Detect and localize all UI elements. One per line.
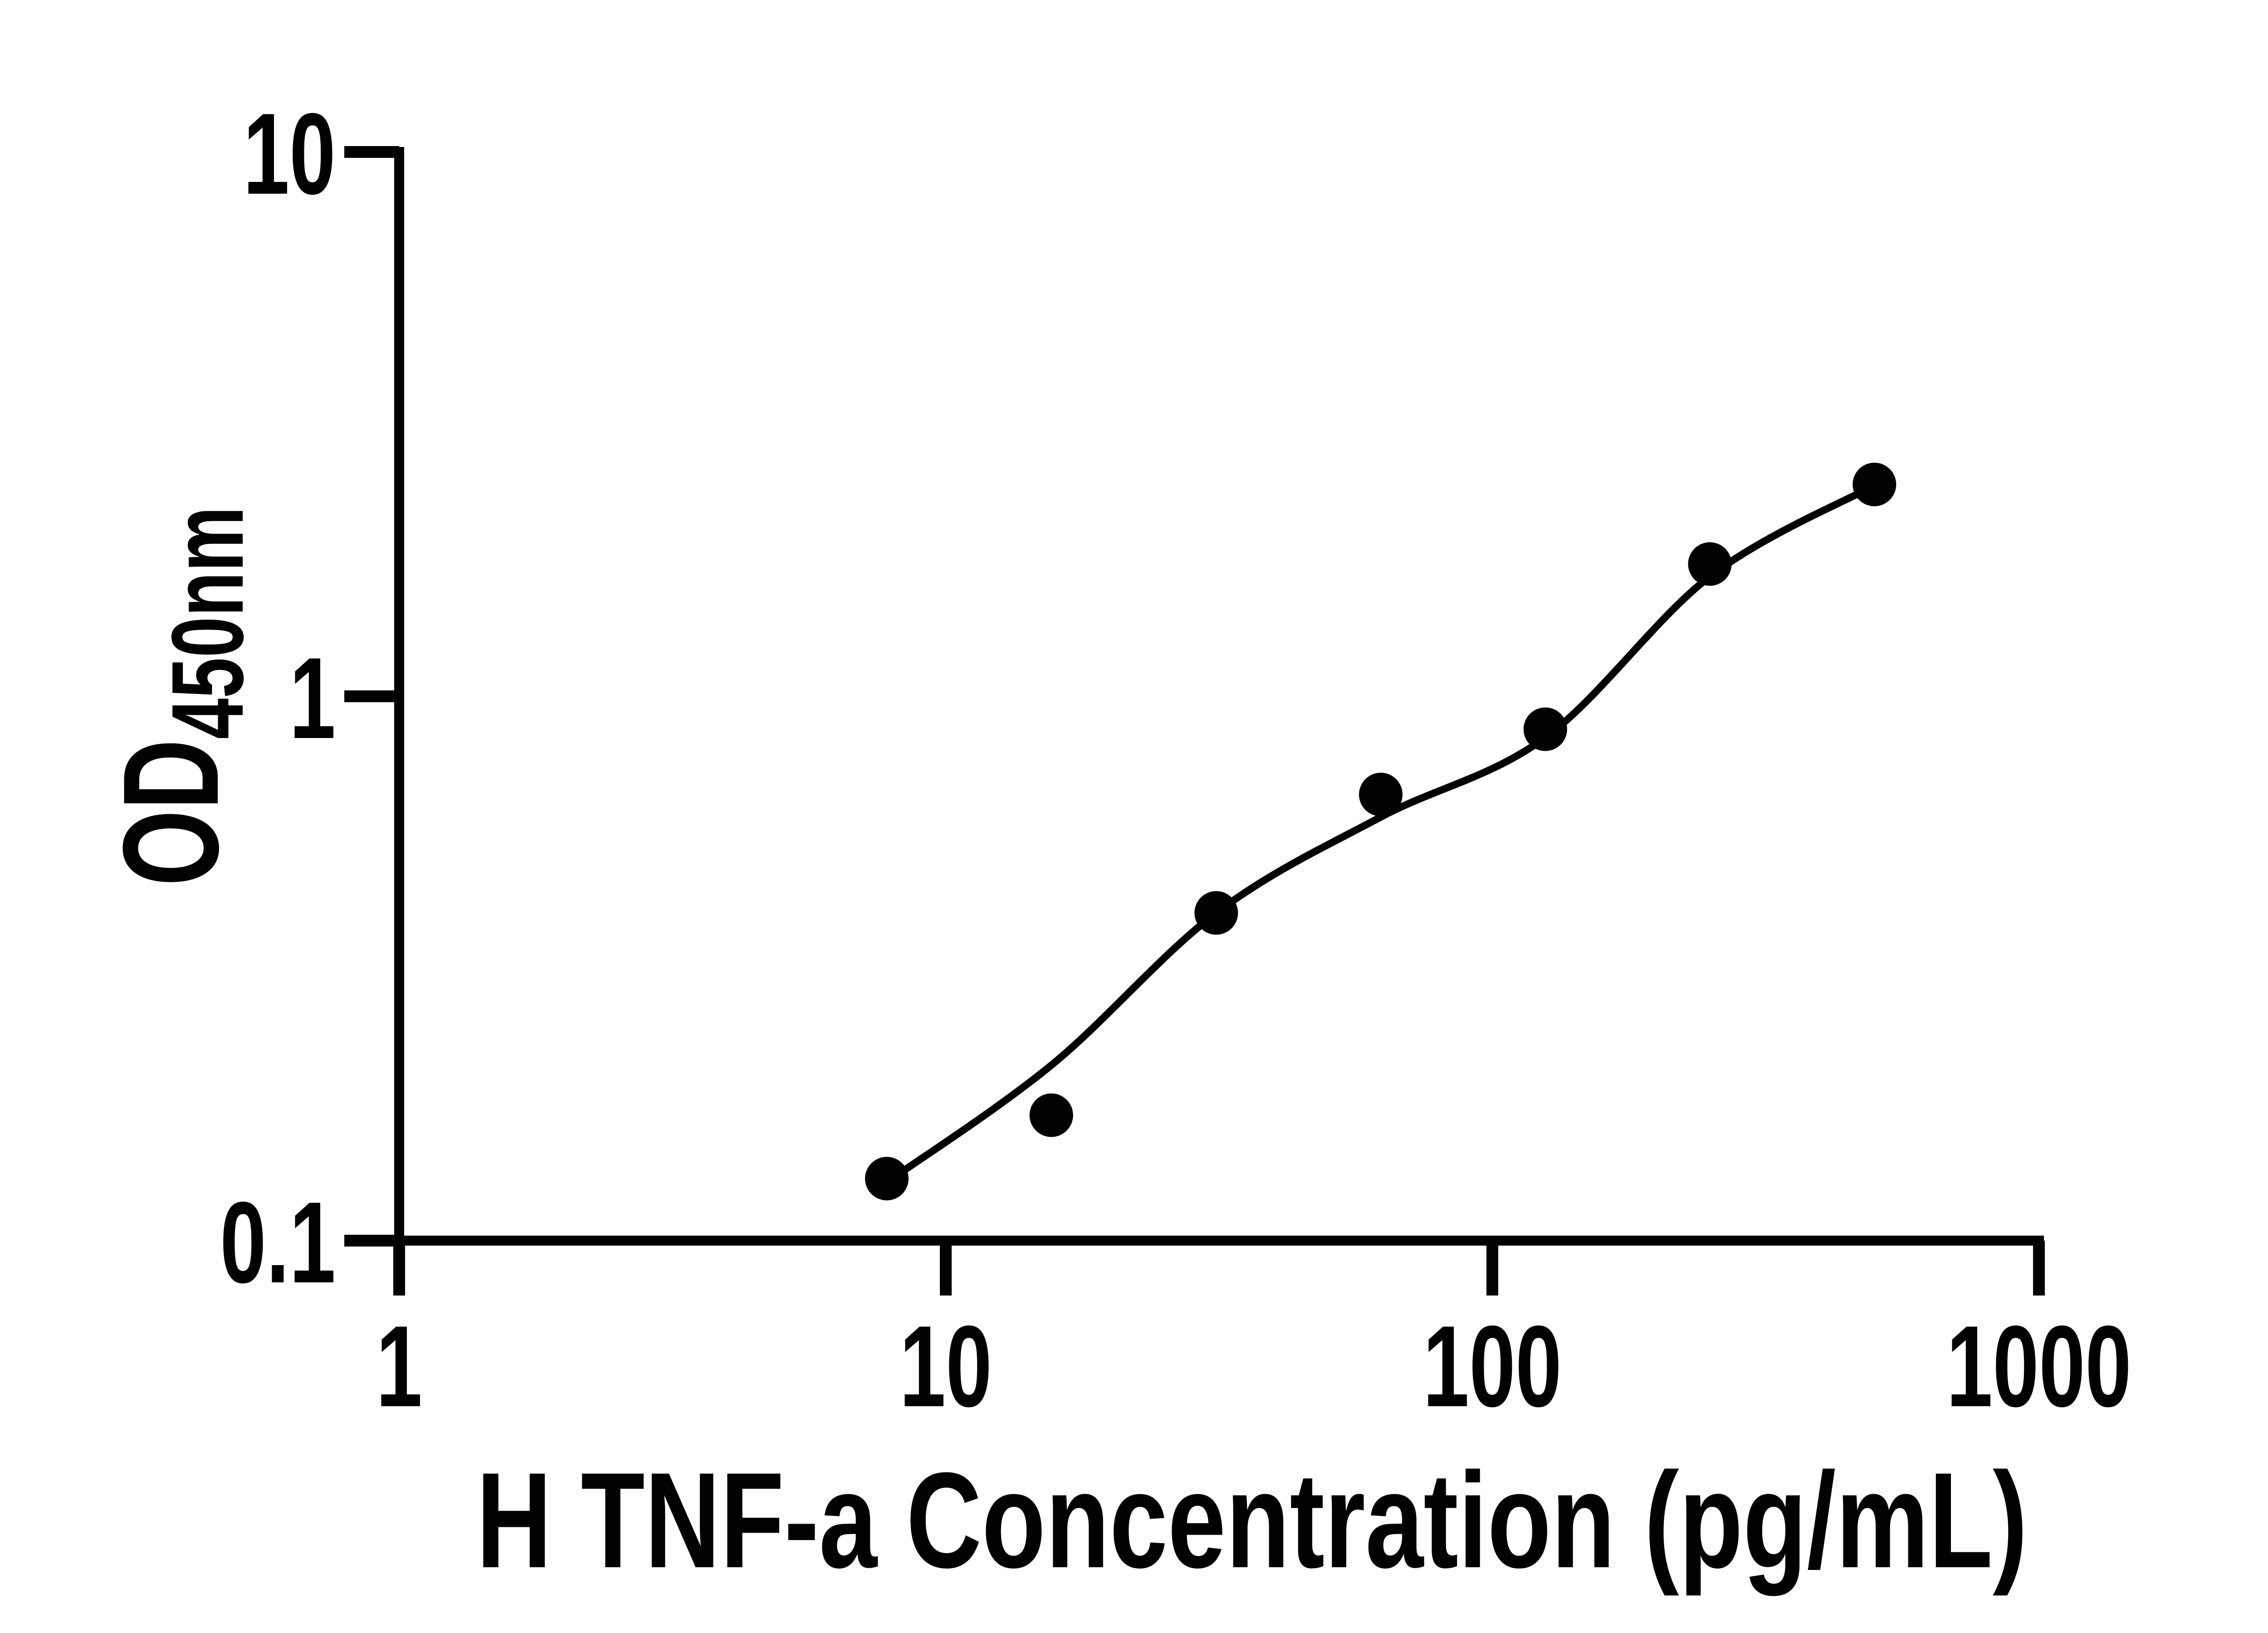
data-point (1359, 772, 1403, 816)
y-axis-title-main: OD (94, 739, 247, 886)
y-tick-label: 1 (289, 634, 336, 763)
data-point (1029, 1093, 1073, 1137)
fit-curve-line (883, 482, 1878, 1186)
y-tick-label: 10 (243, 89, 336, 219)
y-axis-title-subscript: 450nm (150, 507, 264, 739)
data-point (1853, 463, 1897, 506)
x-tick-label: 100 (1423, 1302, 1562, 1431)
x-axis-title: H TNF-a Concentration (pg/mL) (476, 1444, 2028, 1597)
x-tick-label: 1000 (1946, 1302, 2131, 1431)
data-point (1688, 542, 1732, 586)
x-tick-label: 10 (899, 1302, 992, 1431)
data-point (1523, 707, 1567, 751)
data-point (865, 1157, 909, 1201)
data-point (1194, 891, 1238, 935)
x-tick-label: 1 (376, 1302, 422, 1431)
y-tick-label: 0.1 (220, 1178, 336, 1307)
chart-root: 1 10 100 1000 0.1 1 10 (220, 89, 2131, 1431)
